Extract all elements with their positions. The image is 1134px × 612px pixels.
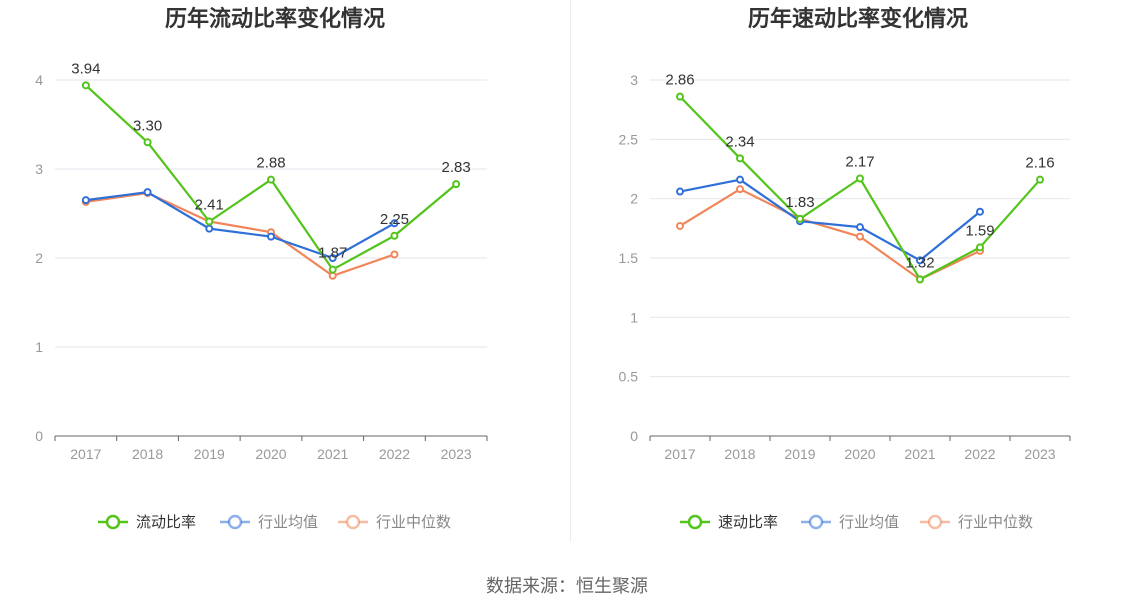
series-line-速动比率	[679, 95, 1041, 281]
x-tick-label: 2019	[194, 446, 225, 462]
legend-marker	[345, 514, 361, 530]
legend-label: 行业中位数	[376, 514, 451, 531]
legend-label: 流动比率	[136, 514, 196, 531]
data-label: 3.94	[71, 60, 100, 77]
data-point	[390, 250, 399, 259]
data-point	[976, 207, 984, 216]
data-label: 2.17	[845, 153, 874, 170]
legend-marker	[105, 514, 121, 530]
data-point	[205, 224, 214, 233]
y-tick-label: 2	[35, 250, 43, 266]
x-tick-label: 2022	[379, 446, 410, 462]
data-point	[143, 188, 152, 197]
x-tick-label: 2017	[664, 446, 695, 462]
data-label: 2.34	[725, 133, 754, 150]
series-line-行业均值	[679, 178, 981, 262]
data-label: 1.83	[785, 194, 814, 211]
data-point	[328, 254, 337, 262]
panel-divider	[570, 0, 571, 542]
data-label: 2.88	[256, 155, 285, 172]
x-tick-label: 2023	[441, 446, 472, 462]
data-point	[676, 221, 684, 230]
data-point	[976, 243, 984, 252]
data-point	[676, 92, 684, 101]
data-point	[736, 185, 744, 194]
chart-panel-1: 历年流动比率变化情况 0 1 2 3 4 2017 2018 2019 2020 2021 2022 2…	[35, 6, 488, 531]
data-point	[736, 154, 744, 163]
x-tick-label: 2018	[724, 446, 755, 462]
data-point	[267, 232, 275, 241]
legend-marker	[927, 514, 943, 530]
y-tick-label: 1	[630, 309, 638, 325]
x-tick-label: 2018	[132, 446, 163, 462]
x-tick-label: 2020	[255, 446, 286, 462]
legend-label: 行业均值	[258, 514, 318, 531]
data-point	[205, 217, 214, 226]
y-tick-label: 1.5	[619, 250, 639, 266]
y-tick-label: 3	[35, 161, 43, 177]
data-point	[856, 223, 864, 232]
data-point	[856, 232, 864, 241]
y-tick-label: 0	[630, 428, 638, 444]
x-tick-label: 2023	[1024, 446, 1055, 462]
data-point	[143, 138, 152, 147]
data-label: 2.41	[195, 197, 224, 214]
legend-marker	[808, 514, 824, 530]
legend-marker	[227, 514, 243, 530]
data-point	[328, 265, 337, 274]
legend-label: 行业中位数	[958, 514, 1033, 531]
data-source: 数据来源：恒生聚源	[486, 576, 648, 596]
data-point	[676, 187, 684, 196]
data-point	[736, 175, 744, 184]
data-label: 2.83	[442, 159, 471, 176]
data-point	[390, 219, 399, 228]
data-point	[390, 231, 399, 240]
y-tick-label: 0	[35, 428, 43, 444]
data-point	[452, 180, 461, 189]
data-point	[1036, 175, 1044, 184]
data-point	[916, 256, 924, 265]
series-line-行业均值	[85, 191, 395, 260]
data-label: 1.32	[905, 254, 934, 271]
data-label: 2.86	[665, 72, 694, 89]
x-tick-label: 2020	[844, 446, 875, 462]
chart-title: 历年速动比率变化情况	[748, 6, 968, 31]
data-label: 2.16	[1025, 155, 1054, 172]
legend-label: 速动比率	[718, 514, 778, 531]
data-point	[81, 196, 90, 205]
x-tick-label: 2017	[70, 446, 101, 462]
data-label: 2.25	[380, 211, 409, 228]
y-tick-label: 0.5	[619, 369, 639, 385]
data-point	[916, 275, 924, 284]
x-tick-label: 2021	[317, 446, 348, 462]
data-label: 3.30	[133, 117, 162, 134]
y-tick-label: 2	[630, 191, 638, 207]
series-line-行业中位数	[85, 191, 395, 277]
data-point	[267, 175, 275, 184]
y-tick-label: 1	[35, 339, 43, 355]
y-tick-label: 4	[35, 72, 43, 88]
legend-marker	[687, 514, 703, 530]
x-tick-label: 2021	[904, 446, 935, 462]
data-label: 1.59	[965, 222, 994, 239]
data-point	[81, 81, 90, 90]
x-tick-label: 2019	[784, 446, 815, 462]
series-line-行业中位数	[679, 188, 981, 281]
chart-panel-2: 历年速动比率变化情况 0 0.5 1 1.5 2 2.5 3 2017 2018 2019 2020 2…	[619, 6, 1071, 531]
x-tick-label: 2022	[964, 446, 995, 462]
data-point	[856, 174, 864, 183]
legend-label: 行业均值	[839, 514, 899, 531]
data-point	[796, 214, 804, 223]
y-tick-label: 2.5	[619, 131, 639, 147]
data-point	[328, 271, 337, 280]
y-tick-label: 3	[630, 72, 638, 88]
chart-title: 历年流动比率变化情况	[165, 6, 385, 31]
data-label: 1.87	[318, 245, 347, 262]
